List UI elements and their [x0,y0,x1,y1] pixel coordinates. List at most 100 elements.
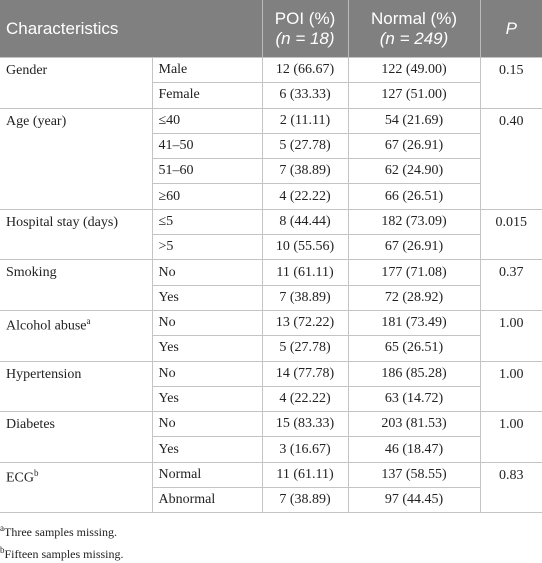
group-name: Hypertension [6,366,82,382]
poi-cell: 8 (44.44) [261,208,349,236]
table-row: 51–60 7 (38.89) 62 (24.90) [0,158,542,185]
poi-cell: 7 (38.89) [261,158,349,185]
footnotes: aThree samples missing. bFifteen samples … [0,519,542,563]
header-text: (n = 18) [275,28,335,48]
normal-cell: 63 (14.72) [347,385,481,413]
footnote-marker: a [86,315,91,326]
footnote-marker: a [0,523,4,534]
footnote: aThree samples missing. [0,519,542,541]
poi-cell: 15 (83.33) [261,411,349,438]
normal-cell: 72 (28.92) [347,284,481,311]
group-name: Alcohol abuse [6,318,87,334]
table-row: 41–50 5 (27.78) 67 (26.91) [0,132,542,160]
normal-cell: 67 (26.91) [347,234,481,261]
poi-cell: 2 (11.11) [261,107,349,134]
table-body: Gender Male 12 (66.67) 122 (49.00) 0.15 Femal… [0,56,542,514]
poi-cell: 5 (27.78) [261,132,349,160]
table-row: Yes 3 (16.67) 46 (18.47) [0,436,542,463]
normal-cell: 182 (73.09) [347,208,481,236]
table-row: Smoking No 11 (61.11) 177 (71.08) 0.37 [0,259,542,311]
group-cell: Hypertension [0,360,153,413]
poi-cell: 11 (61.11) [261,461,349,489]
poi-cell: 3 (16.67) [261,436,349,463]
subgroup-cell: ≥60 [151,183,263,210]
subgroup-cell: ≤40 [151,107,263,134]
normal-cell: 62 (24.90) [347,158,481,185]
normal-cell: 122 (49.00) [347,56,481,84]
subgroup-cell: Female [151,82,263,109]
subgroup-cell: No [151,360,263,387]
group-name: ECG [6,470,34,486]
normal-cell: 177 (71.08) [347,259,481,286]
poi-cell: 12 (66.67) [261,56,349,84]
poi-cell: 10 (55.56) [261,234,349,261]
group-name: Smoking [6,265,57,281]
p-cell: 1.00 [479,309,542,362]
subgroup-cell: Normal [151,461,263,489]
p-cell: 1.00 [479,360,542,413]
table-row: Yes 5 (27.78) 65 (26.51) [0,335,542,362]
normal-cell: 65 (26.51) [347,335,481,362]
normal-cell: 46 (18.47) [347,436,481,463]
normal-cell: 203 (81.53) [347,411,481,438]
subgroup-cell: Male [151,56,263,84]
table-row: ≥60 4 (22.22) 66 (26.51) [0,183,542,210]
subgroup-cell: Yes [151,436,263,463]
group-name: Gender [6,63,48,78]
subgroup-cell: >5 [151,234,263,261]
subgroup-cell: No [151,309,263,337]
data-table: Characteristics POI (%) (n = 18) Normal (… [0,0,542,514]
subgroup-cell: Yes [151,335,263,362]
table-row: >5 10 (55.56) 67 (26.91) [0,234,542,261]
header-cell: POI (%) (n = 18) [261,0,349,58]
poi-cell: 13 (72.22) [261,309,349,337]
header-row: Characteristics POI (%) (n = 18) Normal (… [0,0,542,58]
poi-cell: 7 (38.89) [261,487,349,514]
group-name: Diabetes [6,417,55,433]
subgroup-cell: 41–50 [151,132,263,160]
group-name: Hospital stay (days) [6,214,118,230]
p-cell: 0.83 [479,461,542,514]
normal-cell: 97 (44.45) [347,487,481,514]
footnote-text: Three samples missing. [4,525,117,540]
p-cell: 0.37 [479,259,542,311]
p-cell: 0.15 [479,57,542,109]
group-name: Age (year) [6,113,67,129]
p-cell: 0.40 [479,107,542,210]
table-row: Alcohol abusea No 13 (72.22) 181 (73.49) 1.0… [0,309,542,362]
poi-cell: 11 (61.11) [261,259,349,286]
p-cell: 0.015 [479,208,542,261]
table-header: Characteristics POI (%) (n = 18) Normal (… [0,0,542,58]
header-cell: P [479,0,542,58]
table-row: Yes 7 (38.89) 72 (28.92) [0,284,542,311]
table-row: Female 6 (33.33) 127 (51.00) [0,82,542,109]
table-row: Age (year) ≤40 2 (11.11) 54 (21.69) 0.40 [0,107,542,210]
footnote-text: Fifteen samples missing. [4,547,124,562]
footnote: bFifteen samples missing. [0,541,542,563]
table-row: ECGb Normal 11 (61.11) 137 (58.55) 0.83 [0,461,542,514]
normal-cell: 66 (26.51) [347,183,481,210]
group-cell: ECGb [0,461,153,514]
header-cell: Characteristics [0,0,263,58]
group-cell: Gender [0,57,153,109]
footnote-marker: b [34,467,39,478]
table-row: Abnormal 7 (38.89) 97 (44.45) [0,487,542,514]
subgroup-cell: No [151,411,263,438]
header-text: Normal (%) [371,8,457,28]
poi-cell: 6 (33.33) [261,82,349,109]
header-cell: Normal (%) (n = 249) [347,0,481,58]
poi-cell: 4 (22.22) [261,385,349,413]
group-cell: Alcohol abusea [0,309,153,362]
poi-cell: 4 (22.22) [261,183,349,210]
normal-cell: 127 (51.00) [347,82,481,109]
normal-cell: 137 (58.55) [347,461,481,489]
subgroup-cell: ≤5 [151,208,263,236]
table-row: Yes 4 (22.22) 63 (14.72) [0,385,542,413]
group-cell: Age (year) [0,107,153,210]
p-cell: 1.00 [479,411,542,463]
table-row: Hypertension No 14 (77.78) 186 (85.28) 1.00 [0,360,542,413]
subgroup-cell: No [151,259,263,286]
subgroup-cell: Abnormal [151,487,263,514]
subgroup-cell: 51–60 [151,158,263,185]
